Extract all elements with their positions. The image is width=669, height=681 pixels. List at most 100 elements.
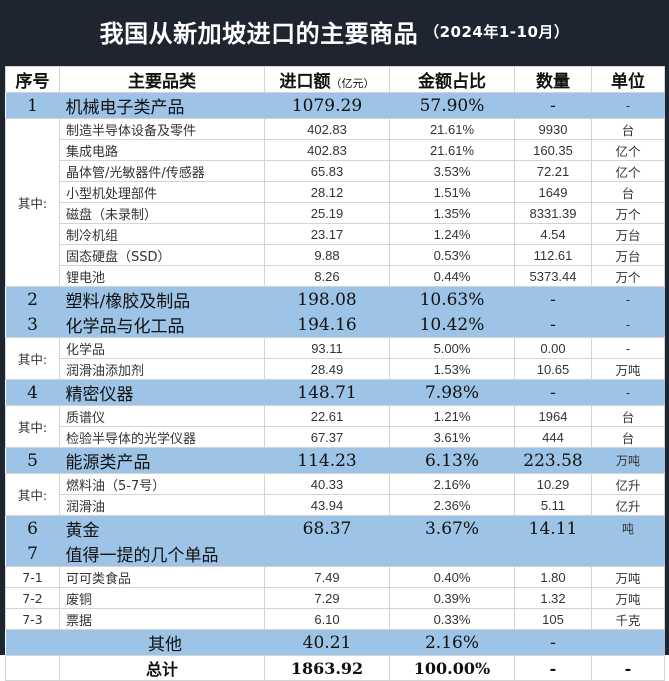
item-name: 可可类食品 [59,566,265,588]
item-name: 润滑油 [59,494,265,516]
amount-share: 1.21% [389,405,515,427]
unit: 万吨 [591,566,665,588]
category-row: 2 塑料/橡胶及制品 198.08 10.63% - - [5,286,665,312]
item-name: 制造半导体设备及零件 [59,118,265,140]
category-row: 1 机械电子类产品 1079.29 57.90% - - [5,92,665,119]
unit: 台 [591,118,665,140]
quantity: 105 [514,608,592,630]
import-amount: 22.61 [264,405,390,427]
sub-item-row: 7-1 可可类食品 7.49 0.40% 1.80 万吨 [5,566,665,588]
quantity: 8331.39 [514,202,592,224]
category-row: 4 精密仪器 148.71 7.98% - - [5,379,665,406]
header-category: 主要品类 [59,66,265,93]
item-name: 小型机处理部件 [59,181,265,203]
unit: 万吨 [591,447,665,474]
import-amount: 25.19 [264,202,390,224]
title-main: 我国从新加坡进口的主要商品 [99,19,419,48]
quantity: 223.58 [514,447,592,474]
amount-share: 1.35% [389,202,515,224]
sub-item-row: 小型机处理部件 28.12 1.51% 1649 台 [6,181,665,203]
unit: 吨 [591,515,665,541]
row-number: 4 [5,379,60,406]
item-name: 检验半导体的光学仪器 [59,426,265,448]
amount-share: 10.63% [389,286,515,312]
quantity: - [514,379,592,406]
header-qty: 数量 [514,66,592,93]
sub-group-label: 其中: [5,118,60,287]
amount-share: 2.16% [389,629,515,656]
unit: - [591,286,665,312]
row-number: 6 [5,515,60,541]
unit: 亿个 [591,139,665,161]
header-row: 序号 主要品类 进口额（亿元） 金额占比 数量 单位 [5,66,665,93]
unit: 万个 [591,265,665,287]
amount-share: 5.00% [389,337,515,359]
import-amount: 1863.92 [264,655,390,681]
row-number: 7-2 [5,587,60,609]
quantity: - [514,286,592,312]
amount-share: 0.33% [389,608,515,630]
header-amount: 进口额（亿元） [264,66,390,93]
import-amount: 23.17 [264,223,390,245]
quantity: 1964 [514,405,592,427]
item-name: 集成电路 [59,139,265,161]
quantity: 1649 [514,181,592,203]
unit: 台 [591,181,665,203]
unit: 台 [591,426,665,448]
item-name: 废铜 [59,587,265,609]
quantity: 10.29 [514,473,592,495]
sub-item-row: 制冷机组 23.17 1.24% 4.54 万台 [6,223,665,245]
quantity: 10.65 [514,358,592,380]
category-row: 6 黄金 68.37 3.67% 14.11 吨 [5,515,665,541]
amount-share: 100.00% [389,655,515,681]
import-amount: 7.49 [264,566,390,588]
quantity: 4.54 [514,223,592,245]
unit: - [591,337,665,359]
unit: 亿个 [591,160,665,182]
amount-share: 1.53% [389,358,515,380]
header-no: 序号 [5,66,60,93]
quantity: 72.21 [514,160,592,182]
quantity: 9930 [514,118,592,140]
category-name: 精密仪器 [59,379,265,406]
import-amount: 1079.29 [264,92,390,119]
unit: 千克 [591,608,665,630]
amount-share: 6.13% [389,447,515,474]
amount-share: 3.61% [389,426,515,448]
quantity: - [514,655,592,681]
header-share: 金额占比 [389,66,515,93]
row-number: 7 [5,541,60,567]
item-name: 晶体管/光敏器件/传感器 [59,160,265,182]
row-number: 1 [5,92,60,119]
category-name: 塑料/橡胶及制品 [59,286,265,312]
item-name: 票据 [59,608,265,630]
unit: 万台 [591,223,665,245]
row-number: 7-3 [5,608,60,630]
row-number: 2 [5,286,60,312]
amount-share: 57.90% [389,92,515,119]
sub-item-row: 固态硬盘（SSD） 9.88 0.53% 112.61 万台 [6,244,665,266]
category-row: 7 值得一提的几个单品 [5,541,665,567]
import-amount: 7.29 [264,587,390,609]
import-amount: 28.49 [264,358,390,380]
other-row: 其他 40.21 2.16% - [5,629,665,656]
quantity: - [514,629,592,656]
category-name: 机械电子类产品 [59,92,265,119]
quantity: 1.32 [514,587,592,609]
import-amount: 148.71 [264,379,390,406]
import-amount: 68.37 [264,515,390,541]
amount-share: 0.39% [389,587,515,609]
amount-share: 1.51% [389,181,515,203]
unit: 万吨 [591,587,665,609]
total-label: 总计 [59,655,265,681]
quantity: 160.35 [514,139,592,161]
item-name: 磁盘（未录制） [59,202,265,224]
import-amount: 93.11 [264,337,390,359]
quantity: 0.00 [514,337,592,359]
unit [591,541,665,567]
amount-share: 3.67% [389,515,515,541]
category-row: 3 化学品与化工品 194.16 10.42% - - [5,312,665,338]
amount-share: 21.61% [389,118,515,140]
sub-item-row: 磁盘（未录制） 25.19 1.35% 8331.39 万个 [6,202,665,224]
sub-item-row: 7-2 废铜 7.29 0.39% 1.32 万吨 [5,587,665,609]
